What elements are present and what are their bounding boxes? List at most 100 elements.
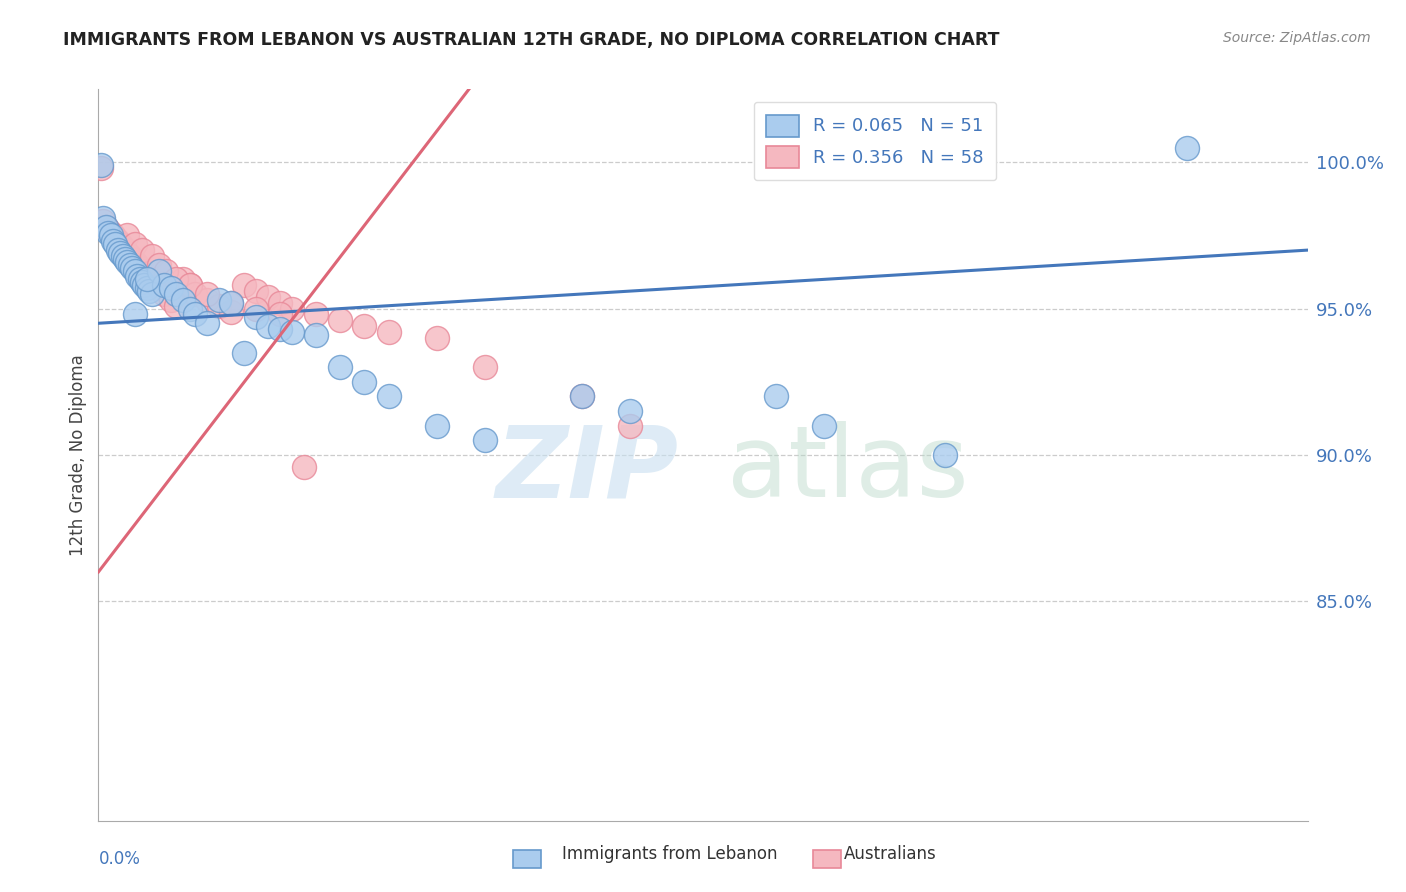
Point [232, 278, 254, 293]
Point [131, 243, 153, 257]
Point [269, 322, 291, 336]
Point [245, 301, 267, 316]
Point [152, 287, 174, 301]
Point [135, 281, 157, 295]
Point [195, 293, 218, 307]
Point [184, 308, 207, 322]
Point [118, 258, 141, 272]
Point [117, 246, 139, 260]
Point [208, 299, 231, 313]
Point [619, 404, 641, 418]
Point [121, 260, 143, 275]
Point [114, 252, 136, 266]
Point [179, 278, 201, 293]
Point [128, 272, 150, 286]
Point [107, 235, 129, 249]
Point [426, 331, 449, 345]
Point [152, 278, 174, 293]
Point [117, 228, 139, 243]
Point [329, 360, 352, 375]
Text: Australians: Australians [844, 846, 936, 863]
Point [165, 287, 187, 301]
Point [155, 263, 177, 277]
Point [474, 360, 496, 375]
Point [134, 267, 156, 281]
Point [245, 310, 267, 325]
Point [141, 287, 163, 301]
Point [184, 287, 207, 301]
Point [94, 219, 117, 234]
Point [100, 226, 122, 240]
Point [108, 246, 131, 260]
Point [160, 281, 183, 295]
Point [765, 389, 787, 403]
Point [377, 389, 399, 403]
Point [127, 258, 149, 272]
Point [141, 275, 163, 289]
Point [269, 308, 291, 322]
Point [135, 272, 157, 286]
Point [121, 252, 143, 266]
Point [118, 249, 141, 263]
Point [107, 243, 129, 257]
Text: 0.0%: 0.0% [98, 850, 141, 868]
Point [221, 304, 243, 318]
Point [256, 290, 278, 304]
Text: ZIP: ZIP [496, 421, 679, 518]
Point [619, 418, 641, 433]
Point [138, 284, 160, 298]
Point [256, 319, 278, 334]
Point [377, 325, 399, 339]
Point [160, 293, 183, 307]
Point [131, 263, 153, 277]
Point [127, 269, 149, 284]
Point [94, 219, 117, 234]
Text: Source: ZipAtlas.com: Source: ZipAtlas.com [1223, 31, 1371, 45]
Point [571, 389, 593, 403]
Point [141, 249, 163, 263]
Point [571, 389, 593, 403]
Point [179, 278, 201, 293]
Point [148, 263, 170, 277]
Point [100, 228, 122, 243]
Text: atlas: atlas [727, 421, 969, 518]
Text: Immigrants from Lebanon: Immigrants from Lebanon [562, 846, 778, 863]
Point [90, 158, 112, 172]
Point [91, 214, 114, 228]
Point [245, 284, 267, 298]
Point [221, 295, 243, 310]
Point [195, 287, 218, 301]
Point [195, 316, 218, 330]
Point [305, 328, 328, 343]
Point [135, 269, 157, 284]
Point [97, 226, 120, 240]
Point [108, 237, 131, 252]
Point [329, 313, 352, 327]
Point [232, 345, 254, 359]
Point [292, 459, 315, 474]
Point [426, 418, 449, 433]
Point [104, 231, 127, 245]
Point [934, 448, 956, 462]
Point [131, 275, 153, 289]
Point [305, 308, 328, 322]
Point [148, 258, 170, 272]
Point [353, 375, 375, 389]
Point [97, 222, 120, 236]
Point [165, 299, 187, 313]
Point [124, 308, 146, 322]
Point [124, 263, 146, 277]
Point [813, 418, 835, 433]
Point [172, 272, 194, 286]
Point [128, 260, 150, 275]
Point [281, 325, 304, 339]
Point [134, 278, 156, 293]
Legend: R = 0.065   N = 51, R = 0.356   N = 58: R = 0.065 N = 51, R = 0.356 N = 58 [754, 102, 997, 180]
Point [179, 301, 201, 316]
Point [124, 237, 146, 252]
Point [221, 295, 243, 310]
Point [172, 293, 194, 307]
Point [474, 434, 496, 448]
Text: IMMIGRANTS FROM LEBANON VS AUSTRALIAN 12TH GRADE, NO DIPLOMA CORRELATION CHART: IMMIGRANTS FROM LEBANON VS AUSTRALIAN 12… [63, 31, 1000, 49]
Point [104, 237, 127, 252]
